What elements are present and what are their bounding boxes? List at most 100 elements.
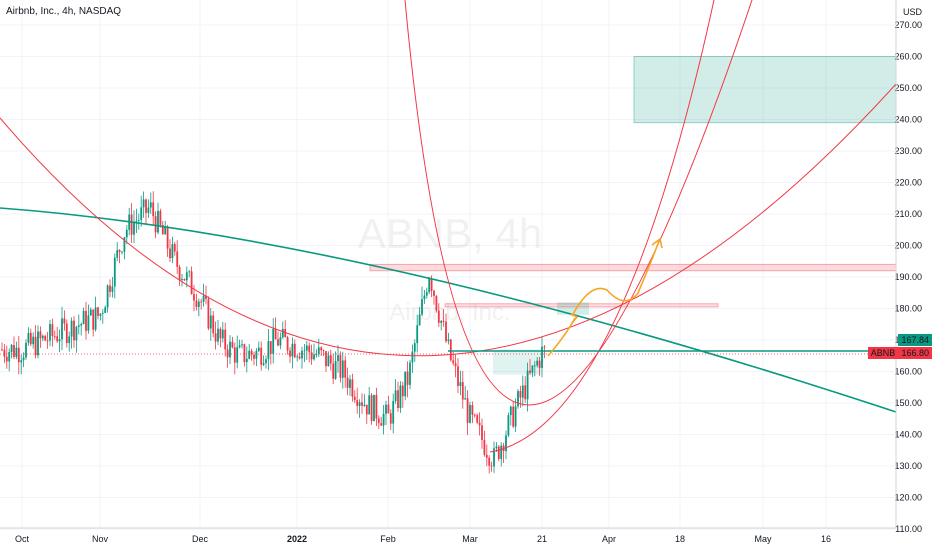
candle-body	[344, 360, 347, 378]
x-tick-label: Nov	[92, 534, 109, 544]
candle-body	[68, 336, 71, 344]
candle	[541, 336, 543, 378]
candle	[101, 309, 104, 324]
candle	[478, 412, 481, 436]
candle	[140, 195, 143, 227]
candle	[181, 273, 183, 287]
candle	[536, 357, 539, 368]
candle	[68, 331, 71, 352]
candle-body	[229, 341, 231, 358]
candle	[416, 314, 419, 353]
candle-body	[519, 391, 522, 398]
candle	[274, 317, 277, 340]
candle-body	[183, 278, 186, 281]
candle-body	[58, 339, 61, 342]
candle	[385, 400, 387, 426]
y-tick-label: 120.00	[894, 493, 922, 503]
x-tick-label: Oct	[15, 534, 30, 544]
candle	[485, 444, 488, 467]
candle-body	[173, 244, 176, 252]
candle-body	[140, 207, 143, 220]
candle	[169, 239, 171, 262]
candle	[82, 307, 85, 325]
candle	[97, 306, 99, 320]
candle	[392, 393, 395, 434]
candle	[15, 341, 18, 360]
candle	[512, 401, 515, 429]
candle	[341, 351, 344, 389]
candle-body	[1, 349, 3, 351]
candle-body	[296, 356, 299, 358]
candle-body	[303, 350, 306, 352]
candle-body	[70, 320, 73, 337]
candle	[73, 316, 75, 348]
candle-body	[538, 360, 541, 368]
candle-body	[509, 406, 512, 416]
candle	[507, 412, 510, 438]
candle-body	[457, 366, 459, 386]
candle-body	[135, 220, 138, 222]
candle-body	[243, 344, 246, 363]
candle	[207, 296, 210, 331]
y-tick-label: 190.00	[894, 272, 922, 282]
y-tick-label: 230.00	[894, 146, 922, 156]
candle	[159, 208, 162, 228]
candle-body	[430, 278, 433, 291]
candle-body	[361, 402, 363, 406]
candle	[329, 349, 332, 371]
candle	[375, 387, 378, 427]
candle-body	[106, 285, 109, 308]
candle-body	[231, 341, 234, 348]
candle-body	[118, 250, 121, 253]
candle	[51, 318, 54, 347]
candle-body	[111, 286, 114, 292]
candle-body	[15, 347, 18, 357]
y-tick-label: 150.00	[894, 398, 922, 408]
candle-body	[176, 251, 179, 267]
candle	[109, 279, 111, 298]
candle	[133, 210, 135, 244]
candle-body	[260, 347, 263, 365]
candle-body	[113, 257, 116, 287]
candle-body	[121, 251, 123, 253]
candle-body	[449, 339, 452, 361]
y-tick-label: 160.00	[894, 367, 922, 377]
candle-body	[5, 356, 8, 362]
candle	[197, 298, 200, 317]
currency-label: USD	[903, 7, 923, 17]
candle-body	[473, 414, 476, 416]
candle	[281, 321, 284, 340]
candle-body	[387, 404, 390, 414]
candle	[399, 381, 402, 413]
candle-body	[17, 347, 20, 363]
candle-body	[286, 337, 289, 351]
candle-body	[521, 385, 524, 398]
candle-body	[269, 341, 272, 354]
candle	[289, 347, 291, 363]
candle	[382, 405, 385, 435]
candle	[113, 253, 116, 299]
candle	[493, 441, 495, 473]
candle-body	[25, 342, 27, 358]
candle	[320, 346, 323, 357]
candle	[1, 342, 3, 352]
candle	[277, 331, 279, 347]
candle-body	[356, 400, 359, 406]
candle-body	[301, 350, 303, 359]
candle-body	[293, 343, 296, 358]
candle-body	[483, 440, 486, 455]
candle	[121, 250, 123, 255]
candle-body	[327, 355, 330, 367]
candle-body	[20, 360, 23, 363]
candle-body	[291, 343, 294, 357]
candle-body	[495, 446, 498, 449]
candle	[284, 320, 287, 338]
candle-body	[188, 271, 191, 273]
candle	[118, 249, 121, 264]
candle	[411, 344, 414, 373]
candle	[315, 349, 318, 358]
candle	[56, 326, 59, 343]
candle-body	[325, 351, 327, 367]
candle-body	[257, 347, 260, 351]
candle-body	[34, 336, 37, 356]
